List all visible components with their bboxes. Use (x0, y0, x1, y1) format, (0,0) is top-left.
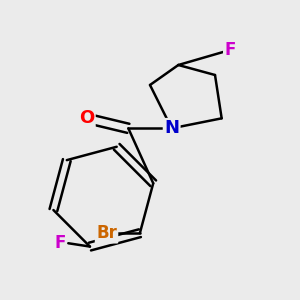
Text: Br: Br (96, 224, 117, 242)
Text: O: O (79, 109, 94, 127)
Text: F: F (224, 41, 236, 59)
Text: N: N (164, 119, 179, 137)
Text: F: F (54, 234, 66, 252)
